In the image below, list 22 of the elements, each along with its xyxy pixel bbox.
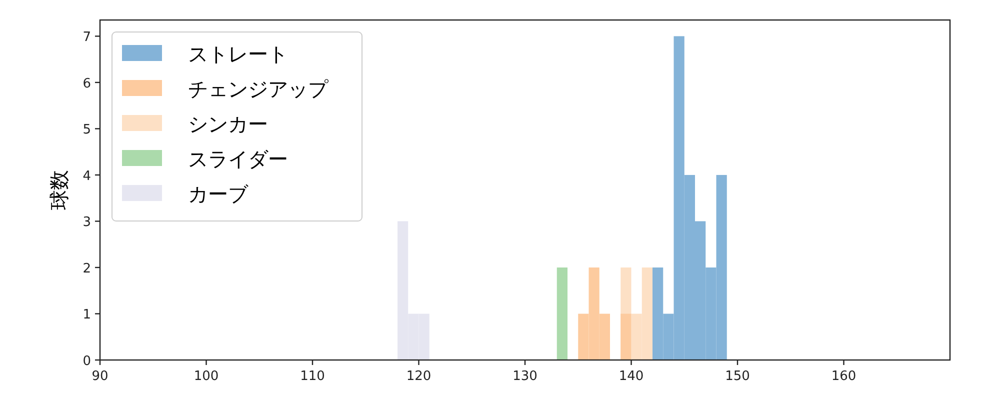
x-tick-label: 100 <box>194 369 219 384</box>
y-tick-label: 5 <box>82 122 91 138</box>
legend-label: シンカー <box>188 112 268 136</box>
x-tick-label: 120 <box>406 369 432 384</box>
x-tick-label: 110 <box>300 369 325 384</box>
legend-label: ストレート <box>188 42 288 66</box>
y-tick-label: 0 <box>82 354 91 369</box>
y-tick-label: 4 <box>82 168 91 184</box>
x-tick-label: 130 <box>512 369 538 384</box>
x-tick-label: 140 <box>618 369 644 384</box>
y-tick-label: 2 <box>82 261 91 276</box>
legend-label: スライダー <box>188 147 288 171</box>
y-tick-label: 1 <box>82 308 91 323</box>
y-tick-label: 3 <box>82 215 91 230</box>
y-tick-label: 7 <box>82 30 91 46</box>
x-tick-label: 90 <box>92 369 108 384</box>
x-tick-label: 160 <box>831 369 856 384</box>
y-tick-label: 6 <box>82 76 91 92</box>
x-tick-label: 150 <box>725 369 750 384</box>
legend-label: チェンジアップ <box>188 77 329 101</box>
legend-label: カーブ <box>188 182 249 206</box>
y-axis-title: 球数 <box>47 170 71 210</box>
